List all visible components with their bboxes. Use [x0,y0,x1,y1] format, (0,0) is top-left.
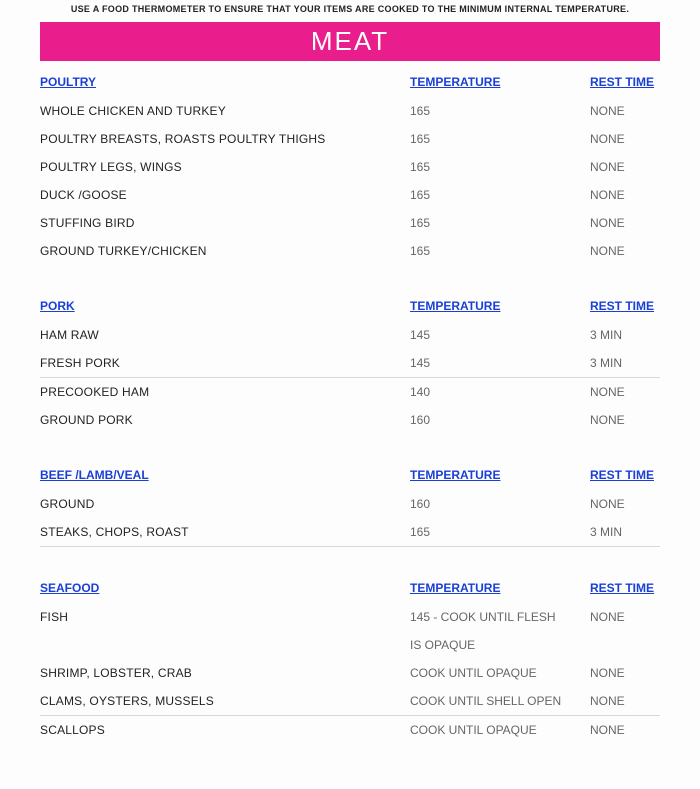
cell-item: HAM RAW [40,328,410,342]
section-poultry: POULTRYTEMPERATUREREST TIMEWHOLE CHICKEN… [40,71,660,265]
cell-temperature: 165 [410,104,590,118]
cell-rest-time [590,638,660,652]
section-title: BEEF /LAMB/VEAL [40,468,410,482]
section-seafood: SEAFOODTEMPERATUREREST TIMEFISH145 - COO… [40,577,660,744]
section-header-row: POULTRYTEMPERATUREREST TIME [40,71,660,97]
section-beef-lamb-veal: BEEF /LAMB/VEALTEMPERATUREREST TIMEGROUN… [40,464,660,547]
cell-temperature: 165 [410,160,590,174]
table-row: POULTRY LEGS, WINGS165NONE [40,153,660,181]
cell-rest-time: NONE [590,188,660,202]
cell-rest-time: NONE [590,694,660,708]
cell-rest-time: 3 MIN [590,356,660,370]
section-pork: PORKTEMPERATUREREST TIMEHAM RAW1453 MINF… [40,295,660,434]
table-row: GROUND TURKEY/CHICKEN165NONE [40,237,660,265]
cell-temperature: 165 [410,244,590,258]
section-title: POULTRY [40,75,410,89]
cell-rest-time: NONE [590,132,660,146]
cell-temperature: 145 [410,328,590,342]
col-header-temperature: TEMPERATURE [410,581,590,595]
cell-item: SCALLOPS [40,723,410,737]
cell-rest-time: NONE [590,385,660,399]
table-row: FRESH PORK1453 MIN [40,349,660,377]
cell-item: CLAMS, OYSTERS, MUSSELS [40,694,410,708]
cell-rest-time: 3 MIN [590,525,660,539]
cell-temperature: 145 - COOK UNTIL FLESH [410,610,590,624]
cell-temperature: IS OPAQUE [410,638,590,652]
table-row: PRECOOKED HAM140NONE [40,378,660,406]
separator-line [40,546,660,547]
section-header-row: BEEF /LAMB/VEALTEMPERATUREREST TIME [40,464,660,490]
section-title: PORK [40,299,410,313]
cell-rest-time: NONE [590,216,660,230]
col-header-rest-time: REST TIME [590,75,660,89]
cell-item: GROUND PORK [40,413,410,427]
cell-temperature: 140 [410,385,590,399]
section-title: SEAFOOD [40,581,410,595]
col-header-rest-time: REST TIME [590,468,660,482]
cell-temperature: 165 [410,188,590,202]
cell-temperature: 160 [410,497,590,511]
cell-temperature: 145 [410,356,590,370]
table-row: STUFFING BIRD165NONE [40,209,660,237]
table-row: FISH145 - COOK UNTIL FLESHNONE [40,603,660,631]
sections-container: POULTRYTEMPERATUREREST TIMEWHOLE CHICKEN… [40,71,660,744]
cell-item: DUCK /GOOSE [40,188,410,202]
banner-meat: MEAT [40,22,660,61]
col-header-temperature: TEMPERATURE [410,75,590,89]
cell-item: POULTRY LEGS, WINGS [40,160,410,174]
section-header-row: PORKTEMPERATUREREST TIME [40,295,660,321]
col-header-temperature: TEMPERATURE [410,468,590,482]
cell-item [40,638,410,652]
cell-item: FRESH PORK [40,356,410,370]
cell-rest-time: 3 MIN [590,328,660,342]
col-header-rest-time: REST TIME [590,299,660,313]
cell-rest-time: NONE [590,104,660,118]
table-row: SCALLOPSCOOK UNTIL OPAQUENONE [40,716,660,744]
cell-temperature: COOK UNTIL SHELL OPEN [410,694,590,708]
cell-item: GROUND [40,497,410,511]
cell-temperature: COOK UNTIL OPAQUE [410,723,590,737]
section-header-row: SEAFOODTEMPERATUREREST TIME [40,577,660,603]
cell-item: GROUND TURKEY/CHICKEN [40,244,410,258]
table-row: CLAMS, OYSTERS, MUSSELSCOOK UNTIL SHELL … [40,687,660,715]
table-row: SHRIMP, LOBSTER, CRABCOOK UNTIL OPAQUENO… [40,659,660,687]
cell-temperature: 165 [410,525,590,539]
cell-item: SHRIMP, LOBSTER, CRAB [40,666,410,680]
cell-rest-time: NONE [590,666,660,680]
cell-item: FISH [40,610,410,624]
col-header-temperature: TEMPERATURE [410,299,590,313]
cell-temperature: COOK UNTIL OPAQUE [410,666,590,680]
table-row: WHOLE CHICKEN AND TURKEY165NONE [40,97,660,125]
table-row: GROUND160NONE [40,490,660,518]
table-row: DUCK /GOOSE165NONE [40,181,660,209]
cell-item: PRECOOKED HAM [40,385,410,399]
cell-temperature: 160 [410,413,590,427]
table-row: IS OPAQUE [40,631,660,659]
cell-rest-time: NONE [590,610,660,624]
cell-rest-time: NONE [590,244,660,258]
col-header-rest-time: REST TIME [590,581,660,595]
cell-rest-time: NONE [590,723,660,737]
cell-rest-time: NONE [590,413,660,427]
cell-item: POULTRY BREASTS, ROASTS POULTRY THIGHS [40,132,410,146]
cell-temperature: 165 [410,216,590,230]
table-row: HAM RAW1453 MIN [40,321,660,349]
cell-item: STEAKS, CHOPS, ROAST [40,525,410,539]
table-row: GROUND PORK160NONE [40,406,660,434]
table-row: STEAKS, CHOPS, ROAST1653 MIN [40,518,660,546]
table-row: POULTRY BREASTS, ROASTS POULTRY THIGHS16… [40,125,660,153]
cell-item: STUFFING BIRD [40,216,410,230]
cell-temperature: 165 [410,132,590,146]
cell-rest-time: NONE [590,497,660,511]
cell-rest-time: NONE [590,160,660,174]
top-note: USE A FOOD THERMOMETER TO ENSURE THAT YO… [40,0,660,22]
cell-item: WHOLE CHICKEN AND TURKEY [40,104,410,118]
